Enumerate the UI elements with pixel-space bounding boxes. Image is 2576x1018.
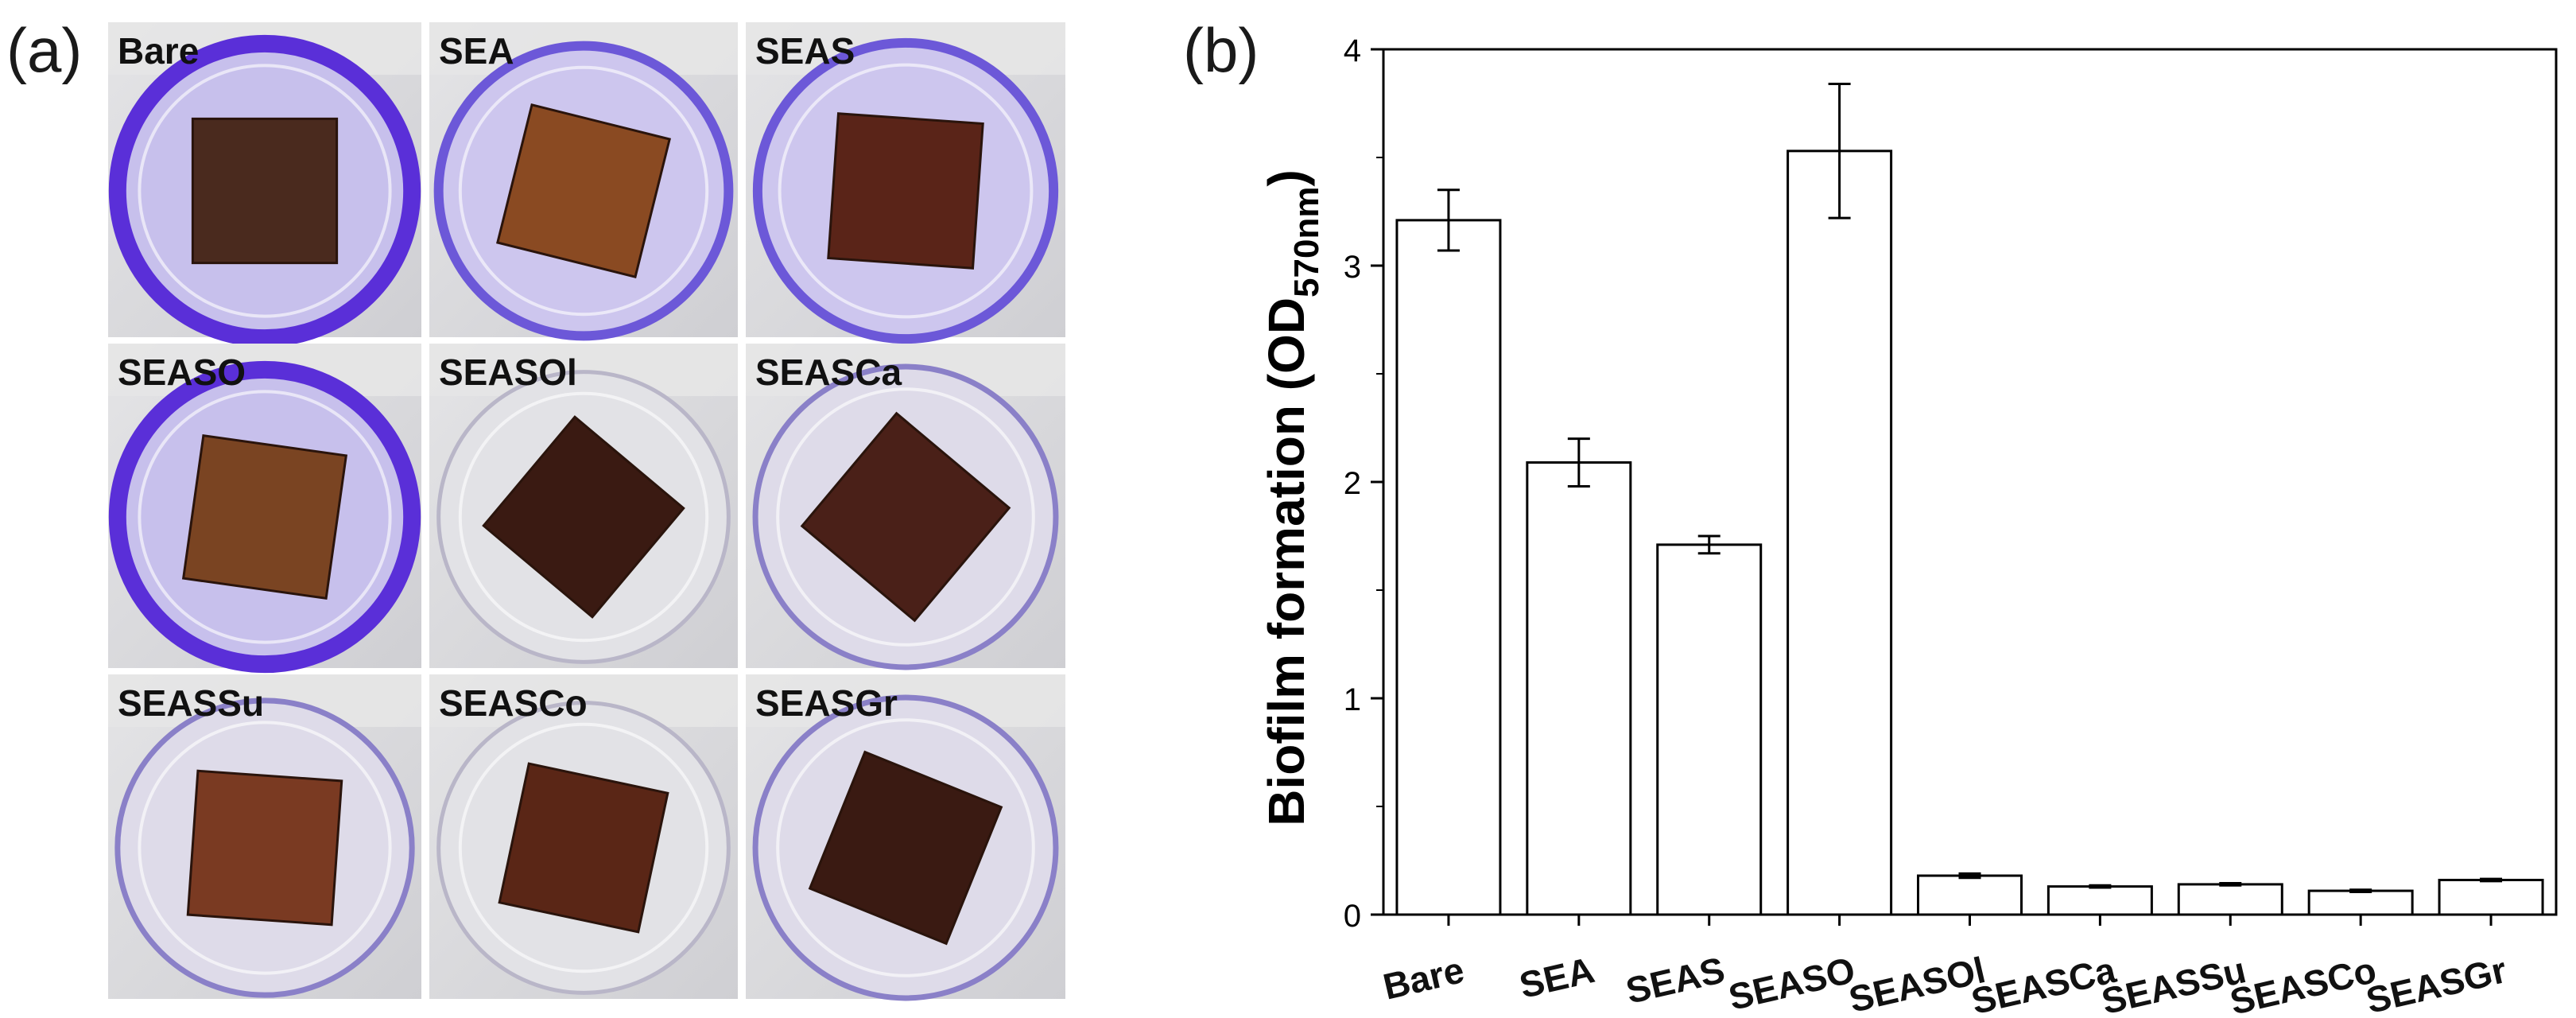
well-seasco: SEASCo	[429, 674, 738, 999]
dish-rim-highlight	[778, 63, 1034, 319]
coated-coupon	[191, 117, 339, 265]
bar-seassu	[2177, 883, 2283, 916]
well-photo-grid: Bare SEA SEAS SEASO SEASOl SEASCa SEASSu SEASCo…	[108, 22, 1065, 1001]
y-axis-label: Biofilm formation (OD570nm)	[1258, 169, 1326, 826]
coated-coupon	[808, 750, 1003, 946]
y-tick-label: 0	[1344, 899, 1361, 934]
x-tick-label: SEAS	[1622, 949, 1728, 1012]
well-seasol: SEASOl	[429, 344, 738, 668]
y-tick-label: 2	[1344, 466, 1361, 501]
dish-rim-highlight	[458, 722, 709, 973]
dish-rim-highlight	[776, 387, 1035, 647]
well-label: Bare	[118, 30, 199, 72]
x-tick-label: SEA	[1515, 949, 1598, 1006]
well-label: SEASGr	[755, 682, 898, 724]
coated-coupon	[498, 762, 669, 934]
well-label: SEASO	[118, 352, 246, 393]
bar-seasol	[1917, 874, 2023, 916]
well-label: SEASSu	[118, 682, 264, 724]
bar-bare	[1395, 219, 1502, 916]
coated-coupon	[800, 411, 1011, 623]
x-tick-label: SEASGr	[2362, 949, 2510, 1018]
y-tick-label: 3	[1344, 250, 1361, 285]
dish-rim-highlight	[458, 65, 709, 317]
x-tick-label: Bare	[1379, 949, 1468, 1008]
coated-coupon	[181, 433, 348, 600]
x-tick-label: SEASCo	[2226, 949, 2380, 1018]
dish-rim-highlight	[458, 391, 709, 643]
dish-rim-highlight	[138, 64, 392, 318]
well-label: SEASCo	[439, 682, 588, 724]
y-tick-label: 4	[1344, 33, 1361, 68]
bar-seasca	[2046, 885, 2153, 916]
well-seaso: SEASO	[108, 344, 421, 674]
x-tick-label: SEASO	[1724, 949, 1859, 1018]
well-label: SEA	[439, 30, 514, 72]
well-seassu: SEASSu	[108, 674, 421, 999]
coated-coupon	[186, 769, 343, 927]
coated-coupon	[496, 103, 671, 278]
bar-sea	[1526, 461, 1632, 916]
bar-seasco	[2307, 889, 2414, 916]
y-axis-label-subscript: 570nm	[1287, 187, 1326, 297]
dish-rim-highlight	[138, 390, 392, 644]
well-bare: Bare	[108, 22, 421, 348]
bar-seaso	[1787, 150, 1893, 916]
well-seasca: SEASCa	[746, 344, 1065, 670]
x-tick-label: SEASCa	[1968, 949, 2120, 1018]
well-seasgr: SEASGr	[746, 674, 1065, 1001]
coated-coupon	[482, 415, 685, 619]
coated-coupon	[827, 112, 984, 270]
panel-a-label: (a)	[6, 15, 83, 85]
well-label: SEAS	[755, 30, 855, 72]
well-sea: SEA	[429, 22, 738, 341]
y-axis-label-close: )	[1258, 169, 1315, 186]
y-tick-label: 1	[1344, 682, 1361, 717]
well-seas: SEAS	[746, 22, 1065, 344]
y-axis-label-main: Biofilm formation (OD	[1258, 297, 1315, 826]
bar-seasgr	[2438, 878, 2544, 916]
dish-rim-highlight	[138, 721, 392, 975]
dish-rim-highlight	[776, 718, 1035, 977]
well-label: SEASOl	[439, 352, 577, 393]
well-label: SEASCa	[755, 352, 902, 393]
bar-seas	[1656, 543, 1763, 916]
panel-b-label: (b)	[1183, 15, 1259, 85]
